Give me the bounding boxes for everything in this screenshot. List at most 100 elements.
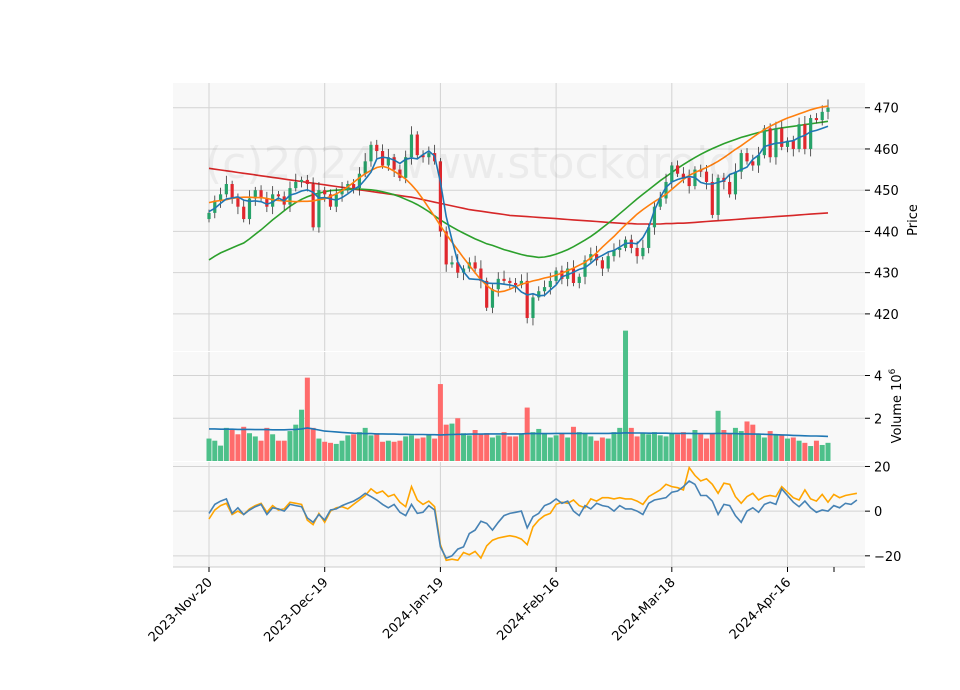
volume-bar — [617, 427, 623, 461]
volume-bar — [420, 437, 426, 461]
volume-bar — [270, 434, 276, 461]
volume-panel: 24 — [173, 330, 882, 461]
candle-up — [288, 188, 292, 205]
volume-bar — [675, 434, 681, 461]
candle-down — [508, 280, 512, 283]
volume-bar — [680, 432, 686, 461]
volume-bar — [721, 430, 727, 461]
volume-bar — [356, 432, 362, 461]
candle-down — [242, 206, 246, 220]
candle-up — [213, 200, 217, 213]
candle-down — [473, 262, 477, 269]
candle-up — [641, 247, 645, 257]
volume-bar — [565, 437, 571, 461]
candle-down — [415, 134, 419, 156]
candle-up — [785, 140, 790, 147]
volume-bar — [218, 445, 224, 461]
candle-up — [531, 297, 535, 319]
candle-up — [577, 276, 581, 283]
y-tick-label: 450 — [874, 184, 899, 199]
volume-bar — [351, 434, 357, 461]
candle-up — [739, 153, 743, 172]
volume-bar — [466, 435, 472, 461]
x-tick-label: 2023-Dec-19 — [261, 575, 331, 645]
candle-down — [259, 190, 263, 199]
volume-bar — [553, 435, 559, 461]
volume-bar — [669, 433, 675, 461]
macd-line — [208, 480, 858, 560]
volume-bar — [657, 435, 663, 461]
volume-axis-title-text: Volume 10 — [890, 374, 905, 443]
volume-bar — [756, 434, 762, 461]
x-tick-label: 2023-Nov-20 — [146, 575, 216, 645]
volume-bar — [628, 427, 634, 461]
volume-bar — [397, 440, 403, 461]
macd-panel: −20 0 20 — [173, 460, 901, 567]
volume-bar — [310, 427, 316, 461]
candle-down — [635, 247, 639, 257]
candle-up — [427, 153, 431, 158]
candle-up — [317, 190, 321, 228]
candle-down — [780, 128, 784, 147]
volume-bar — [212, 440, 218, 461]
volume-bar — [484, 433, 490, 461]
candle-up — [490, 289, 495, 308]
volume-bar — [605, 438, 611, 461]
price-axis-title: Price — [906, 204, 921, 236]
volume-bar — [536, 428, 542, 461]
volume-bar — [432, 438, 438, 461]
candle-up — [253, 190, 257, 199]
volume-bar — [472, 430, 478, 461]
volume-bar — [461, 433, 467, 461]
volume-bar — [345, 435, 351, 461]
volume-bar — [663, 436, 669, 461]
watermark-text: (c)2024 www.stockdroid — [205, 138, 736, 189]
volume-bar — [640, 433, 646, 461]
volume-bar — [785, 438, 791, 461]
volume-bar — [547, 437, 553, 461]
y-tick-label: 430 — [874, 267, 899, 282]
candle-up — [519, 280, 523, 286]
volume-bar — [374, 433, 380, 461]
candle-up — [606, 256, 610, 269]
volume-bar — [339, 440, 345, 461]
candle-up — [537, 291, 541, 298]
volume-bar — [426, 434, 432, 461]
candle-down — [768, 128, 772, 158]
volume-bar — [391, 441, 397, 461]
volume-bar — [293, 424, 299, 461]
volume-bar — [437, 384, 443, 461]
candle-down — [236, 198, 240, 207]
volume-bar — [229, 430, 235, 461]
candle-up — [762, 128, 766, 156]
y-tick-label: 2 — [874, 412, 882, 427]
volume-ma-line — [209, 427, 829, 438]
volume-bar — [299, 409, 305, 461]
ma-long-line — [208, 167, 829, 225]
candle-down — [421, 155, 425, 158]
volume-bar — [727, 433, 733, 461]
volume-bar — [252, 436, 258, 461]
volume-bar — [738, 431, 744, 461]
volume-bar — [825, 442, 831, 461]
volume-bar — [304, 377, 310, 461]
candle-down — [728, 181, 732, 195]
candle-down — [375, 144, 379, 152]
volume-bar — [744, 421, 750, 461]
candle-down — [704, 171, 709, 182]
candle-up — [299, 179, 304, 182]
macd-panel-background — [173, 462, 865, 567]
volume-bar — [790, 437, 796, 461]
volume-bar — [478, 434, 484, 461]
volume-bar — [489, 437, 495, 461]
candle-down — [600, 260, 604, 269]
y-tick-label: 440 — [874, 225, 899, 240]
candle-up — [542, 287, 547, 292]
volume-bar — [802, 442, 808, 461]
candle-up — [409, 134, 414, 158]
candle-down — [444, 231, 448, 265]
candle-down — [276, 194, 281, 197]
ma-fast-line — [208, 125, 829, 297]
volume-bar — [362, 427, 368, 461]
candle-down — [710, 181, 714, 215]
